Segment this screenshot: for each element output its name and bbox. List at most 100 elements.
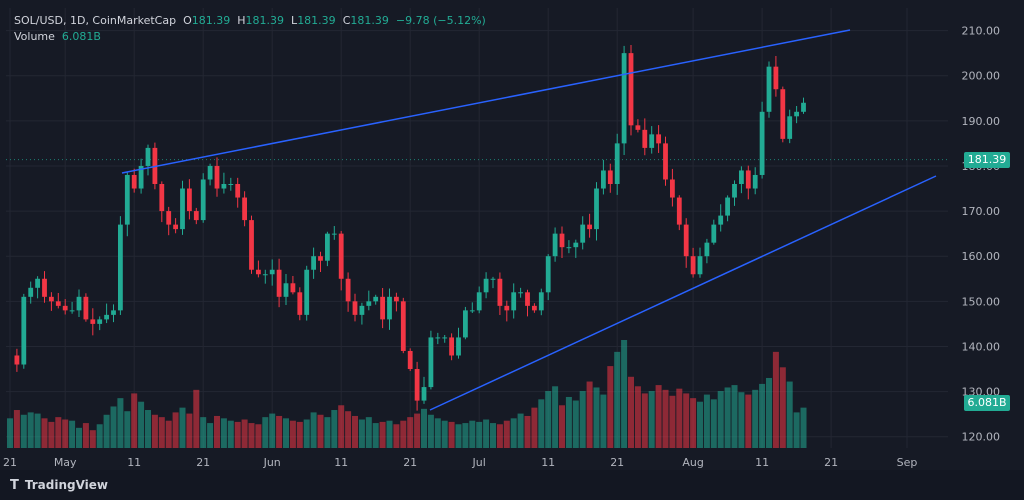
last-volume-badge: 6.081B [964,395,1010,411]
candle-body [83,296,89,320]
candle-body [490,278,496,280]
candle-body [76,296,82,311]
volume-bar [138,401,145,448]
candle-body [711,224,717,243]
candle-body [407,350,413,370]
time-axis[interactable]: 21 May 11 21 Jun 11 21 Jul 11 21 Aug 11 21 Sep [3,456,917,469]
volume-bar [772,351,779,448]
low-label: L [291,14,298,27]
volume-bar [200,417,207,448]
volume-bar [421,408,427,448]
candle-body [297,292,303,315]
candle-body [228,184,234,185]
volume-bar [607,366,614,448]
candle-body [180,188,185,230]
candle-body [304,269,310,315]
time-tick-label: 21 [610,456,624,469]
candle-body [187,188,192,212]
candle-body [62,305,68,311]
volume-bar [262,417,269,448]
candle-body [718,215,724,225]
time-tick-label: Jul [472,456,486,469]
candle-body [214,165,220,189]
volume-value: 6.081B [61,30,101,43]
volume-bar [496,424,503,448]
candle-body [421,387,427,401]
volume-bar [179,407,186,448]
volume-bar [76,427,82,448]
volume-bar [483,419,490,448]
time-tick-label: 11 [127,456,141,469]
candle-body [594,188,599,230]
price-tick-label: 170.00 [962,205,1001,218]
candle-body [690,256,696,275]
candle-body [435,337,441,339]
volume-label: Volume [14,30,55,43]
volume-bar [172,412,179,448]
candle-body [69,310,75,312]
volume-bar [462,423,469,448]
candle-body [428,337,434,388]
volume-bar [220,418,227,448]
volume-legend: Volume 6.081B [14,30,101,43]
candle-body [442,337,448,339]
candle-body [525,292,530,306]
candle-body [207,165,213,180]
candle-body [683,224,689,257]
price-tick-label: 120.00 [962,431,1001,444]
candle-body [504,305,510,311]
volume-bar [800,407,807,448]
volume-bar [669,395,676,448]
candle-body [338,233,344,279]
volume-bar [331,410,338,448]
tradingview-logo[interactable]: 𝗧 TradingView [10,478,108,493]
candle-body [745,170,751,189]
candle-body [49,296,54,302]
volume-bar [517,413,524,448]
time-tick-label: 21 [196,456,210,469]
change-value: −9.78 (−5.12%) [395,14,486,27]
volume-bar [648,391,655,448]
candle-body [14,355,20,365]
volume-bar [731,385,738,448]
candle-body [670,179,675,198]
volume-bar [469,420,476,448]
price-tick-label: 210.00 [962,25,1001,38]
price-tick-label: 190.00 [962,115,1001,128]
volume-bar [531,407,538,448]
price-axis[interactable]: 120.00130.00140.00150.00160.00170.00180.… [962,25,1001,444]
volume-bar [614,351,621,448]
candle-body [276,269,282,297]
candle-body [787,116,793,139]
candle-body [242,197,247,221]
volume-bar [441,420,448,448]
volume-bar [20,414,27,448]
volume-bar [434,418,441,448]
candle-body [318,256,323,261]
volume-bar [683,393,690,448]
volume-bar [379,421,386,448]
candle-body [725,197,730,216]
tradingview-logo-icon: 𝗧 [10,478,19,493]
volume-bar [786,381,793,448]
candle-body [739,170,744,184]
candle-body [235,184,241,198]
candle-body [159,184,165,212]
volume-bar [234,421,241,448]
candle-body [456,337,461,356]
candle-body [497,278,503,306]
candle-body [656,134,661,144]
candle-body [166,211,172,225]
candle-body [518,292,523,294]
candle-body [311,256,316,270]
candle-body [131,174,137,189]
upper-trendline [121,29,851,174]
candle-body [642,129,648,148]
candle-body [801,102,806,112]
volume-bar [476,421,483,448]
footer-bar [0,470,1024,500]
volume-bar [117,398,124,448]
volume-bar [151,414,158,448]
time-tick-label: Jun [263,456,281,469]
